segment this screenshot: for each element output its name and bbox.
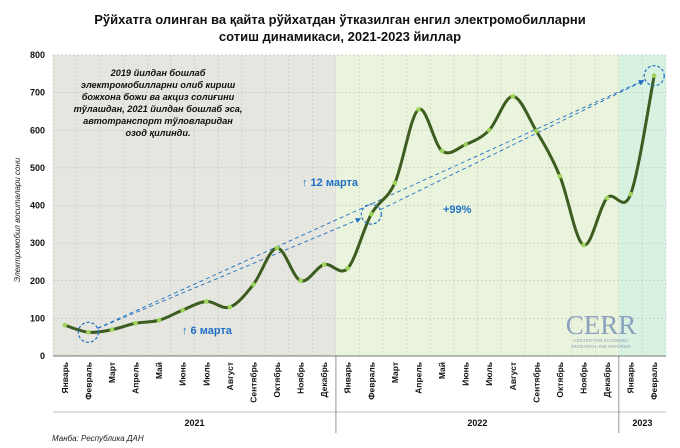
x-tick-13: Февраль <box>366 362 376 400</box>
y-tick-300: 300 <box>30 238 45 248</box>
y-tick-400: 400 <box>30 201 45 211</box>
data-point-23 <box>604 195 610 201</box>
x-tick-4: Май <box>154 362 164 379</box>
x-tick-1: Февраль <box>83 362 93 400</box>
x-tick-0: Январь <box>60 362 70 394</box>
x-tick-3: Апрель <box>131 362 141 394</box>
x-tick-19: Август <box>508 362 518 390</box>
note-line-3: тўлашдан, 2021 йилдан бошлаб эса, <box>74 104 243 114</box>
highlight-circle-1 <box>77 321 99 343</box>
y-tick-500: 500 <box>30 163 45 173</box>
grid-lines <box>52 54 667 357</box>
data-point-16 <box>439 148 445 154</box>
source-note: Манба: Республика ДАН <box>52 434 144 443</box>
year-label-2023: 2023 <box>632 418 652 428</box>
y-tick-800: 800 <box>30 50 45 60</box>
note-line-5: озод қилинди. <box>125 128 190 138</box>
logo-subtitle-1: CENTER FOR ECONOMIC <box>573 338 629 343</box>
note-line-2: божхона божи ва акциз солиғини <box>82 92 235 102</box>
data-point-25 <box>651 73 657 78</box>
x-tick-22: Ноябрь <box>578 362 588 394</box>
data-point-4 <box>156 317 162 323</box>
x-tick-25: Февраль <box>649 362 659 400</box>
x-tick-14: Март <box>390 362 400 383</box>
x-tick-15: Апрель <box>413 362 423 394</box>
data-point-14 <box>392 180 398 186</box>
y-tick-700: 700 <box>30 88 45 98</box>
data-point-1 <box>86 329 91 335</box>
data-point-12 <box>345 266 351 271</box>
highlight-circle-25 <box>643 65 665 87</box>
logo-text: CERR <box>566 310 637 340</box>
x-tick-2: Март <box>107 362 117 383</box>
y-tick-labels: 0 100 200 300 400 500 600 700 800 <box>30 50 45 361</box>
year-label-2022: 2022 <box>467 418 487 428</box>
x-tick-10: Ноябрь <box>296 362 306 394</box>
x-tick-6: Июль <box>201 362 211 386</box>
series-line <box>64 75 656 334</box>
x-tick-21: Октябрь <box>555 362 565 398</box>
data-point-17 <box>463 142 468 147</box>
logo-subtitle-2: RESEARCH AND REFORMS <box>571 344 630 349</box>
annotation-6x: ↑ 6 марта <box>182 325 233 337</box>
note-line-0: 2019 йилдан бошлаб <box>110 68 206 78</box>
x-tick-18: Июль <box>484 362 494 386</box>
x-tick-labels: Январь Февраль Март Апрель Май Июнь Июль Август… <box>60 362 659 403</box>
trend-arrows <box>97 79 645 329</box>
year-labels: 2021 2022 2023 <box>53 356 666 433</box>
note-line-4: автотранспорт тўловларидан <box>83 116 233 126</box>
x-tick-7: Август <box>225 362 235 390</box>
note-line-1: электромобилларни олиб кириш <box>81 80 236 90</box>
x-tick-9: Октябрь <box>272 362 282 398</box>
annotation-growth: +99% <box>443 204 472 216</box>
y-tick-100: 100 <box>30 313 45 323</box>
chart-title-line1: Рўйхатга олинган ва қайта рўйхатдан ўтка… <box>94 12 586 27</box>
x-tick-20: Сентябрь <box>531 362 541 403</box>
x-tick-23: Декабрь <box>602 362 612 398</box>
year-label-2021: 2021 <box>184 418 204 428</box>
data-point-0 <box>62 322 68 328</box>
data-point-11 <box>321 262 327 267</box>
trend-arrow-0 <box>97 217 362 329</box>
data-point-24 <box>628 191 633 197</box>
chart-title-line2: сотиш динамикаси, 2021-2023 йиллар <box>219 29 461 44</box>
data-points <box>62 65 665 343</box>
annotation-12x: ↑ 12 марта <box>302 177 359 189</box>
data-point-20 <box>534 128 539 134</box>
data-point-3 <box>133 320 138 326</box>
cerr-logo: CERR CENTER FOR ECONOMIC RESEARCH AND RE… <box>566 310 637 349</box>
x-tick-5: Июнь <box>178 362 188 386</box>
data-point-7 <box>227 304 233 310</box>
x-tick-12: Январь <box>343 362 353 394</box>
y-axis-label: Электромобил воситалари сони <box>13 157 22 282</box>
x-tick-16: Май <box>437 362 447 379</box>
trend-arrow-2 <box>97 79 645 329</box>
data-point-9 <box>274 245 280 251</box>
x-tick-24: Январь <box>626 362 636 394</box>
data-point-10 <box>298 278 303 284</box>
data-point-8 <box>251 282 256 287</box>
data-point-13 <box>368 211 374 217</box>
data-point-2 <box>109 327 115 332</box>
data-point-22 <box>581 242 586 248</box>
x-tick-11: Декабрь <box>319 362 329 398</box>
x-tick-17: Июнь <box>461 362 471 386</box>
x-tick-8: Сентябрь <box>248 362 258 403</box>
y-tick-0: 0 <box>40 351 45 361</box>
data-point-21 <box>557 173 563 179</box>
annotation-note: 2019 йилдан бошлаб электромобилларни олиб… <box>74 68 243 138</box>
data-point-19 <box>510 94 516 99</box>
data-point-18 <box>486 127 492 133</box>
y-tick-200: 200 <box>30 276 45 286</box>
highlight-circle-13 <box>360 203 382 225</box>
data-point-5 <box>180 307 185 313</box>
data-point-6 <box>203 299 209 304</box>
y-tick-600: 600 <box>30 125 45 135</box>
series-line-path <box>64 75 656 334</box>
data-point-15 <box>416 107 421 112</box>
